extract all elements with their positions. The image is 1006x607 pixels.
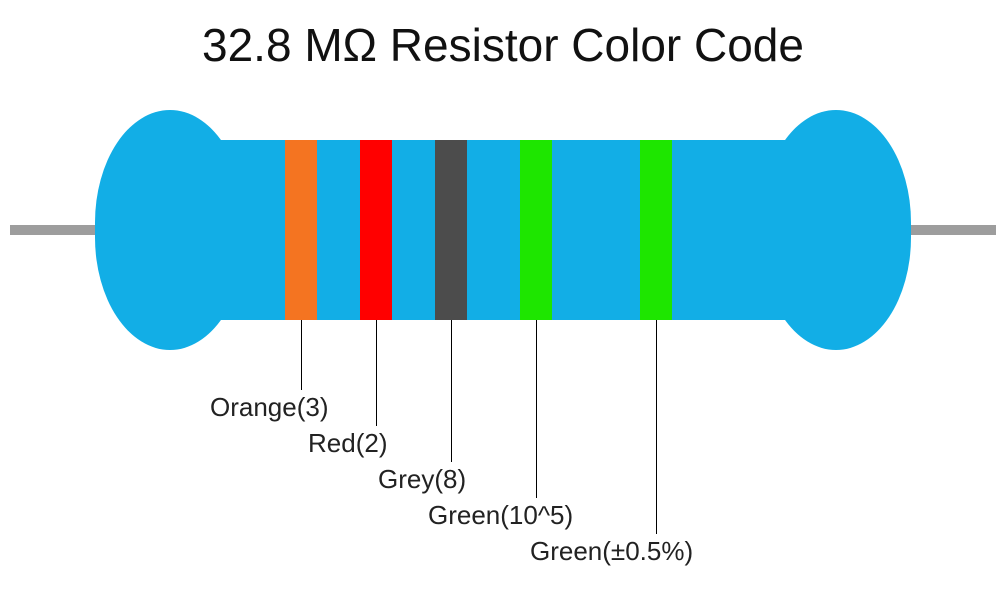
band-label-2: Red(2) (308, 428, 387, 459)
color-band-3 (435, 140, 467, 320)
band-label-1: Orange(3) (210, 392, 329, 423)
callout-line-3 (451, 320, 452, 462)
color-band-2 (360, 140, 392, 320)
callout-line-1 (301, 320, 302, 390)
band-label-3: Grey(8) (378, 464, 466, 495)
callout-line-2 (376, 320, 377, 426)
color-band-5 (640, 140, 672, 320)
diagram-stage: 32.8 MΩ Resistor Color Code Orange(3) Red… (0, 0, 1006, 607)
callout-line-5 (656, 320, 657, 534)
color-band-1 (285, 140, 317, 320)
band-label-5: Green(±0.5%) (530, 536, 693, 567)
color-band-4 (520, 140, 552, 320)
diagram-title: 32.8 MΩ Resistor Color Code (0, 18, 1006, 72)
band-label-4: Green(10^5) (428, 500, 573, 531)
callout-line-4 (536, 320, 537, 498)
